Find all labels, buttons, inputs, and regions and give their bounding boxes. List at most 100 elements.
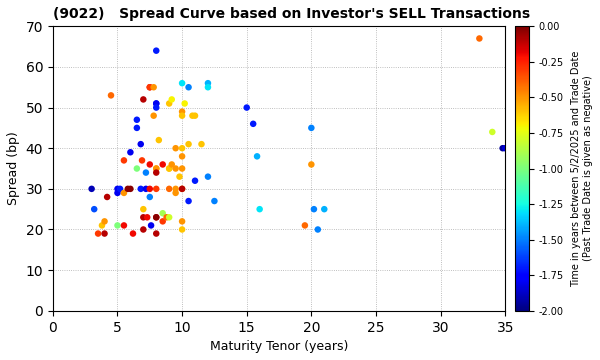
Point [132,166,142,171]
X-axis label: Maturity Tenor (years): Maturity Tenor (years) [210,340,348,353]
Point [203,174,213,180]
Point [151,215,161,220]
Point [128,231,138,237]
Point [132,117,142,123]
Point [209,198,219,204]
Point [119,190,129,196]
Point [151,215,161,220]
Point [113,190,122,196]
Point [177,186,187,192]
Point [100,231,109,237]
Point [309,206,319,212]
Point [184,198,193,204]
Point [255,206,265,212]
Point [180,100,190,106]
Point [151,170,161,175]
Point [154,137,164,143]
Point [141,170,151,175]
Point [164,166,174,171]
Point [184,84,193,90]
Point [488,129,497,135]
Point [106,93,116,98]
Point [125,186,135,192]
Point [177,186,187,192]
Point [93,231,103,237]
Y-axis label: Spread (bp): Spread (bp) [7,132,20,206]
Point [164,186,174,192]
Point [113,186,122,192]
Point [158,219,167,224]
Point [167,162,176,167]
Text: (9022)   Spread Curve based on Investor's SELL Transactions: (9022) Spread Curve based on Investor's … [53,7,530,21]
Point [97,222,107,228]
Point [171,166,181,171]
Point [145,84,155,90]
Point [145,194,155,200]
Point [149,113,158,118]
Point [151,231,161,237]
Point [177,219,187,224]
Point [149,84,158,90]
Point [119,222,129,228]
Point [139,226,148,232]
Point [171,145,181,151]
Y-axis label: Time in years between 5/2/2025 and Trade Date
(Past Trade Date is given as negat: Time in years between 5/2/2025 and Trade… [571,50,593,287]
Point [162,215,172,220]
Point [145,186,155,192]
Point [141,186,151,192]
Point [137,158,147,163]
Point [498,145,508,151]
Point [145,162,155,167]
Point [203,80,213,86]
Point [164,215,174,220]
Point [164,166,174,171]
Point [184,141,193,147]
Point [203,84,213,90]
Point [103,194,112,200]
Point [177,113,187,118]
Point [136,141,146,147]
Point [151,100,161,106]
Point [167,96,176,102]
Point [136,186,146,192]
Point [242,105,251,111]
Point [171,190,181,196]
Point [151,186,161,192]
Point [119,158,129,163]
Point [100,219,109,224]
Point [145,84,155,90]
Point [197,141,206,147]
Point [139,206,148,212]
Point [151,166,161,171]
Point [190,178,200,184]
Point [500,145,510,151]
Point [164,100,174,106]
Point [307,125,316,131]
Point [139,96,148,102]
Point [319,206,329,212]
Point [125,149,135,155]
Point [313,226,323,232]
Point [300,222,310,228]
Point [248,121,258,127]
Point [87,186,97,192]
Point [188,113,197,118]
Point [123,186,133,192]
Point [151,166,161,171]
Point [158,162,167,167]
Point [177,153,187,159]
Point [177,109,187,114]
Point [177,226,187,232]
Point [171,186,181,192]
Point [139,215,148,220]
Point [177,166,187,171]
Point [158,210,167,216]
Point [151,105,161,111]
Point [177,80,187,86]
Point [175,174,184,180]
Point [475,36,484,41]
Point [113,222,122,228]
Point [190,113,200,118]
Point [89,206,99,212]
Point [151,48,161,54]
